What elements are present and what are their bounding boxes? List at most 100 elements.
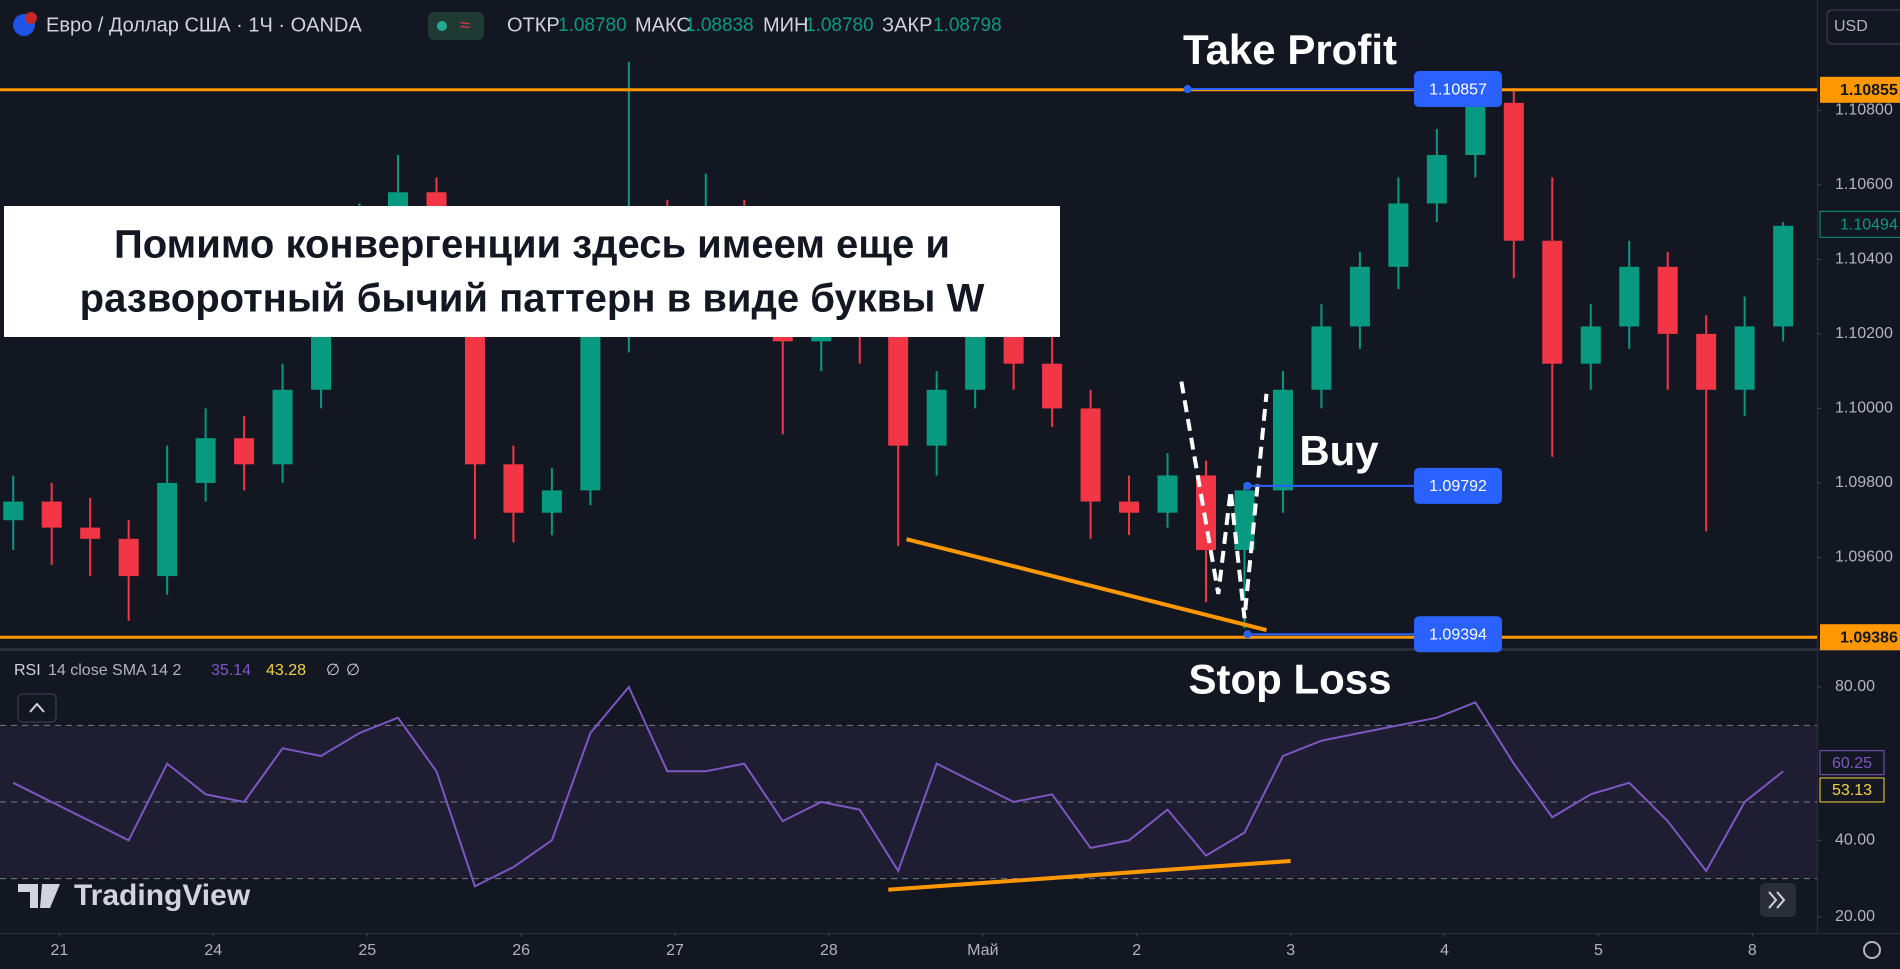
y-tick-label: 1.09600 [1835,549,1893,566]
scroll-button[interactable] [1760,883,1796,917]
candle-body [1580,326,1601,364]
candle-body [80,527,101,539]
rsi-line [12,685,1784,888]
order-name: Buy [1299,427,1379,474]
last-price-tag [1819,210,1900,238]
annotation-box [4,206,1060,337]
rsi-value-tag [1819,750,1885,776]
candle-body [1426,155,1447,204]
candle-body [234,438,255,465]
x-tick-label: 28 [820,942,838,959]
rsi-value-label: 53.13 [1832,782,1872,799]
rsi-params: 14 close SMA 14 2 [48,662,182,679]
rsi-y-tick-label: 20.00 [1835,908,1875,925]
candle-body [926,389,947,446]
collapse-icon[interactable] [29,702,45,713]
candle-body [1465,102,1486,156]
open-value: 1.08780 [558,15,627,36]
candle-body [541,490,562,513]
candle-body [41,501,62,528]
w-pattern [1179,381,1269,619]
rsi-trend-line [888,858,1291,892]
candle-body [580,333,601,491]
x-tick-label: 5 [1594,942,1603,959]
currency-button[interactable] [1826,9,1900,45]
rsi-na: ∅ [346,662,360,679]
x-tick-label: 8 [1748,942,1757,959]
order-tag [1414,616,1502,653]
order-label: 1.10857 [1429,81,1487,98]
annotation-line: Помимо конвергенции здесь имеем еще и [114,223,950,267]
logo-icon [18,884,60,908]
high-value: 1.08838 [685,15,754,36]
rsi-title: RSI [14,662,41,679]
x-tick-label: 27 [666,942,684,959]
order-tag [1414,71,1502,108]
candle-body [1234,490,1255,550]
symbol-title: Евро / Доллар США · 1Ч · OANDA [46,14,362,36]
logo-text: TradingView [74,879,251,912]
order-name: Stop Loss [1188,655,1391,702]
plot-area [0,61,1817,892]
annotation-line: разворотный бычий паттерн в виде буквы W [80,277,985,321]
x-tick-label: 25 [358,942,376,959]
x-tick-label: 21 [51,942,69,959]
candle-body [1619,266,1640,327]
candle-body [888,333,909,446]
candle-body [1311,326,1332,390]
price-line-tag [1820,76,1900,103]
candle-body [157,482,178,577]
x-tick-label: 4 [1440,942,1449,959]
candle-body [1734,326,1755,390]
candle-body [118,538,139,577]
candle-body [195,438,216,483]
order-label: 1.09394 [1429,626,1487,643]
rsi-na: ∅ [326,662,340,679]
x-tick-label: 3 [1286,942,1295,959]
trend-line [906,537,1267,633]
rsi-value-tag [1819,777,1885,803]
price-line-label: 1.09386 [1840,629,1898,646]
candle-body [1503,102,1524,241]
y-tick-label: 1.10400 [1835,251,1893,268]
candle-body [965,326,986,390]
rsi-y-tick-label: 80.00 [1835,678,1875,695]
y-tick-label: 1.10000 [1835,400,1893,417]
symbol-icon [25,12,37,24]
candle-body [1349,266,1370,327]
x-tick-label: Май [967,942,998,959]
close-value: 1.08798 [933,15,1002,36]
status-pill [428,12,484,40]
scroll-icon[interactable] [1768,891,1786,909]
price-line-label: 1.10855 [1840,82,1898,99]
order-anchor [1183,85,1192,94]
price-line-tag [1820,624,1900,651]
y-tick-label: 1.10600 [1835,176,1893,193]
order-anchor [1243,481,1252,490]
status-icon: ≈ [460,15,470,35]
candle-body [1119,501,1140,513]
status-dot [437,21,447,31]
y-tick-label: 1.09800 [1835,474,1893,491]
header: Евро / Доллар США · 1Ч · OANDA ≈ ОТКР 1.… [13,9,1900,45]
candle-body [3,501,24,521]
low-value: 1.08780 [805,15,874,36]
rsi-value: 35.14 [211,662,251,679]
close-label: ЗАКР [882,14,932,36]
candle-body [1080,408,1101,502]
currency[interactable]: USD [1834,18,1868,35]
rsi-y-tick-label: 40.00 [1835,831,1875,848]
open-label: ОТКР [507,14,560,36]
collapse-button[interactable] [17,693,57,723]
y-tick-label: 1.10800 [1835,102,1893,119]
candle-body [1388,203,1409,267]
low-label: МИН [763,14,808,36]
settings-icon[interactable] [1863,941,1881,959]
order-anchor [1243,630,1252,639]
order-name: Take Profit [1183,26,1397,73]
candle-body [1042,363,1063,409]
last-price-label: 1.10494 [1840,217,1898,234]
